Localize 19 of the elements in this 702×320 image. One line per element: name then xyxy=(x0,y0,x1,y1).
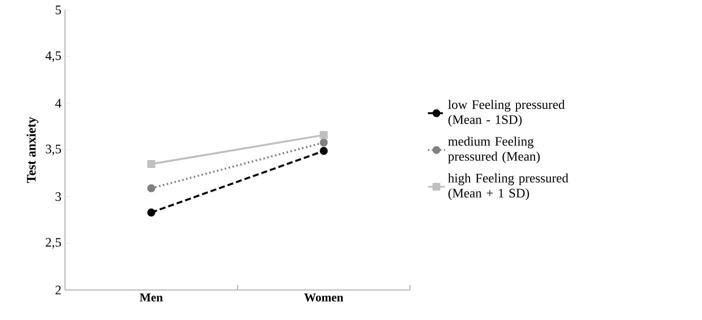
y-tick-label: 4 xyxy=(55,99,62,108)
x-tick-label: Women xyxy=(304,294,344,302)
y-tick-label: 2,5 xyxy=(46,238,61,249)
point xyxy=(147,160,156,168)
point xyxy=(320,146,328,155)
legend-label: medium Feeling pressured (Mean) xyxy=(448,136,540,164)
y-tick-label: 4,5 xyxy=(45,51,61,62)
point xyxy=(147,208,156,217)
y-tick-label: 5 xyxy=(56,6,61,14)
legend-label: low Feeling pressured (Mean - 1SD) xyxy=(448,100,565,127)
point xyxy=(147,184,156,192)
point xyxy=(320,131,328,140)
y-tick-label: 3,5 xyxy=(46,144,61,156)
y-axis-title: Test anxiety xyxy=(26,116,38,183)
legend-label: high Feeling pressured (Mean + 1 SD) xyxy=(448,173,568,200)
point xyxy=(320,138,328,147)
y-tick-label: 3 xyxy=(56,192,61,202)
x-tick-label: Men xyxy=(140,294,163,302)
y-tick-label: 2 xyxy=(56,286,61,294)
